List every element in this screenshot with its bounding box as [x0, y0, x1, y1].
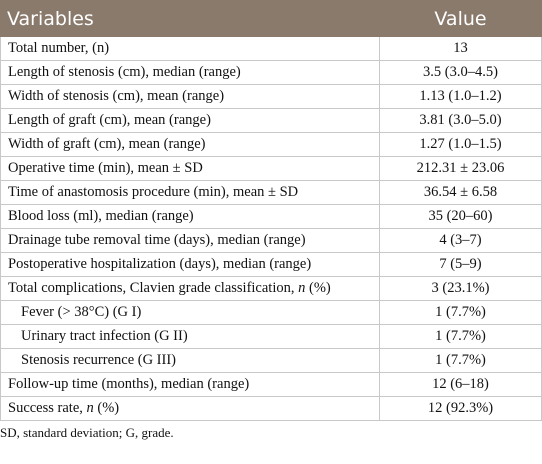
- table-row: Urinary tract infection (G II) 1 (7.7%): [0, 324, 542, 349]
- row-value: 1 (7.7%): [379, 300, 542, 325]
- table-body: Total number, (n) 13 Length of stenosis (c…: [0, 36, 542, 421]
- table-row: Operative time (min), mean ± SD 212.31 ± …: [0, 156, 542, 181]
- row-label: Postoperative hospitalization (days), me…: [0, 252, 380, 277]
- row-label: Length of graft (cm), mean (range): [0, 108, 380, 133]
- table-row: Width of stenosis (cm), mean (range) 1.13…: [0, 84, 542, 109]
- row-label: Total number, (n): [0, 36, 380, 61]
- row-value: 3 (23.1%): [379, 276, 542, 301]
- data-table: Variables Value Total number, (n) 13 Lengt…: [0, 0, 542, 421]
- row-value: 4 (3–7): [379, 228, 542, 253]
- row-label: Total complications, Clavien grade class…: [0, 276, 380, 301]
- row-value: 35 (20–60): [379, 204, 542, 229]
- table-row: Fever (> 38°C) (G I) 1 (7.7%): [0, 300, 542, 325]
- table-row: Stenosis recurrence (G III) 1 (7.7%): [0, 348, 542, 373]
- row-value: 3.5 (3.0–4.5): [379, 60, 542, 85]
- row-label: Stenosis recurrence (G III): [0, 348, 380, 373]
- row-value: 3.81 (3.0–5.0): [379, 108, 542, 133]
- row-label: Width of stenosis (cm), mean (range): [0, 84, 380, 109]
- row-label: Urinary tract infection (G II): [0, 324, 380, 349]
- row-label: Width of graft (cm), mean (range): [0, 132, 380, 157]
- table-row: Time of anastomosis procedure (min), mea…: [0, 180, 542, 205]
- label-part: (%): [93, 400, 120, 416]
- label-part: Success rate,: [8, 400, 87, 416]
- table-row: Total number, (n) 13: [0, 36, 542, 61]
- row-value: 36.54 ± 6.58: [379, 180, 542, 205]
- row-value: 12 (6–18): [379, 372, 542, 397]
- row-label: Fever (> 38°C) (G I): [0, 300, 380, 325]
- label-part: n: [86, 400, 94, 416]
- label-part: (%): [305, 280, 331, 296]
- row-label: Blood loss (ml), median (range): [0, 204, 380, 229]
- row-value: 1.13 (1.0–1.2): [379, 84, 542, 109]
- column-header: Value: [379, 0, 542, 37]
- table-row: Drainage tube removal time (days), media…: [0, 228, 542, 253]
- column-header: Variables: [0, 0, 380, 37]
- table-row: Length of graft (cm), mean (range) 3.81 (…: [0, 108, 542, 133]
- label-part: Total complications, Clavien grade class…: [8, 280, 299, 296]
- footnote: SD, standard deviation; G, grade.: [0, 425, 174, 440]
- row-label: Time of anastomosis procedure (min), mea…: [0, 180, 380, 205]
- row-label: Length of stenosis (cm), median (range): [0, 60, 380, 85]
- table-row: Length of stenosis (cm), median (range) 3…: [0, 60, 542, 85]
- row-value: 212.31 ± 23.06: [379, 156, 542, 181]
- header-row: Variables Value: [0, 0, 542, 37]
- row-value: 1 (7.7%): [379, 348, 542, 373]
- row-label: Drainage tube removal time (days), media…: [0, 228, 380, 253]
- row-label: Follow-up time (months), median (range): [0, 372, 380, 397]
- row-value: 12 (92.3%): [379, 396, 542, 421]
- table-row: Follow-up time (months), median (range) 1…: [0, 372, 542, 397]
- table-row: Total complications, Clavien grade class…: [0, 276, 542, 301]
- label-part: n: [298, 280, 306, 296]
- row-value: 7 (5–9): [379, 252, 542, 277]
- table-row: Success rate, n (%) 12 (92.3%): [0, 396, 542, 421]
- row-value: 1.27 (1.0–1.5): [379, 132, 542, 157]
- row-label: Operative time (min), mean ± SD: [0, 156, 380, 181]
- table-row: Blood loss (ml), median (range) 35 (20–60…: [0, 204, 542, 229]
- row-label: Success rate, n (%): [0, 396, 380, 421]
- table-row: Width of graft (cm), mean (range) 1.27 (1…: [0, 132, 542, 157]
- table-row: Postoperative hospitalization (days), me…: [0, 252, 542, 277]
- row-value: 13: [379, 36, 542, 61]
- row-value: 1 (7.7%): [379, 324, 542, 349]
